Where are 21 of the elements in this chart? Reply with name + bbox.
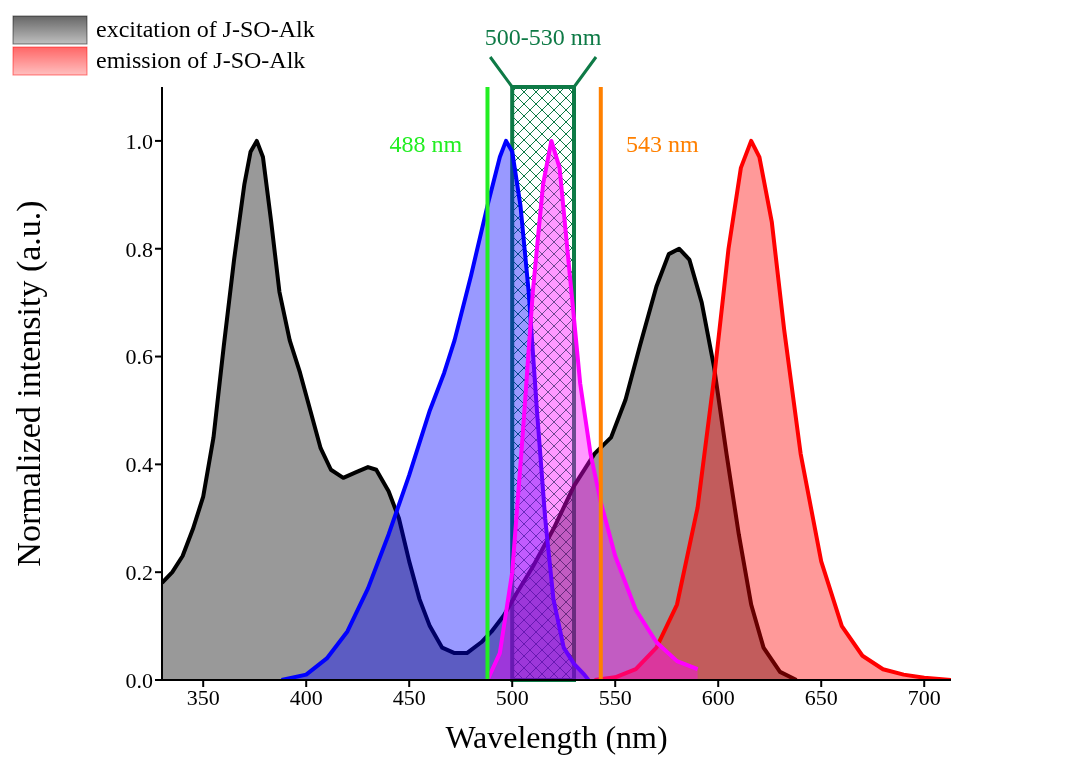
y-tick-label: 0.0 <box>125 667 153 693</box>
y-tick-label: 0.4 <box>125 452 153 478</box>
ref-line-label: 543 nm <box>626 131 700 158</box>
y-tick-label: 0.8 <box>125 236 153 262</box>
legend-label: emission of J-SO-Alk <box>96 47 306 74</box>
x-tick-label: 400 <box>289 684 323 710</box>
legend-label: excitation of J-SO-Alk <box>96 16 315 43</box>
y-tick-label: 1.0 <box>125 128 153 154</box>
x-tick-label: 650 <box>804 684 838 710</box>
x-tick-label: 350 <box>186 684 220 710</box>
x-tick-label: 450 <box>392 684 426 710</box>
x-tick-label: 550 <box>598 684 632 710</box>
y-axis-title: Normalized intensity (a.u.) <box>10 200 49 567</box>
x-tick-label: 700 <box>907 684 941 710</box>
x-axis-title: Wavelength (nm) <box>445 719 668 755</box>
y-tick-label: 0.6 <box>125 344 153 370</box>
x-tick-label: 500 <box>495 684 529 710</box>
x-tick-label: 600 <box>701 684 735 710</box>
ref-line-label: 488 nm <box>389 131 463 158</box>
band-label: 500-530 nm <box>484 24 602 50</box>
y-tick-label: 0.2 <box>125 559 153 585</box>
